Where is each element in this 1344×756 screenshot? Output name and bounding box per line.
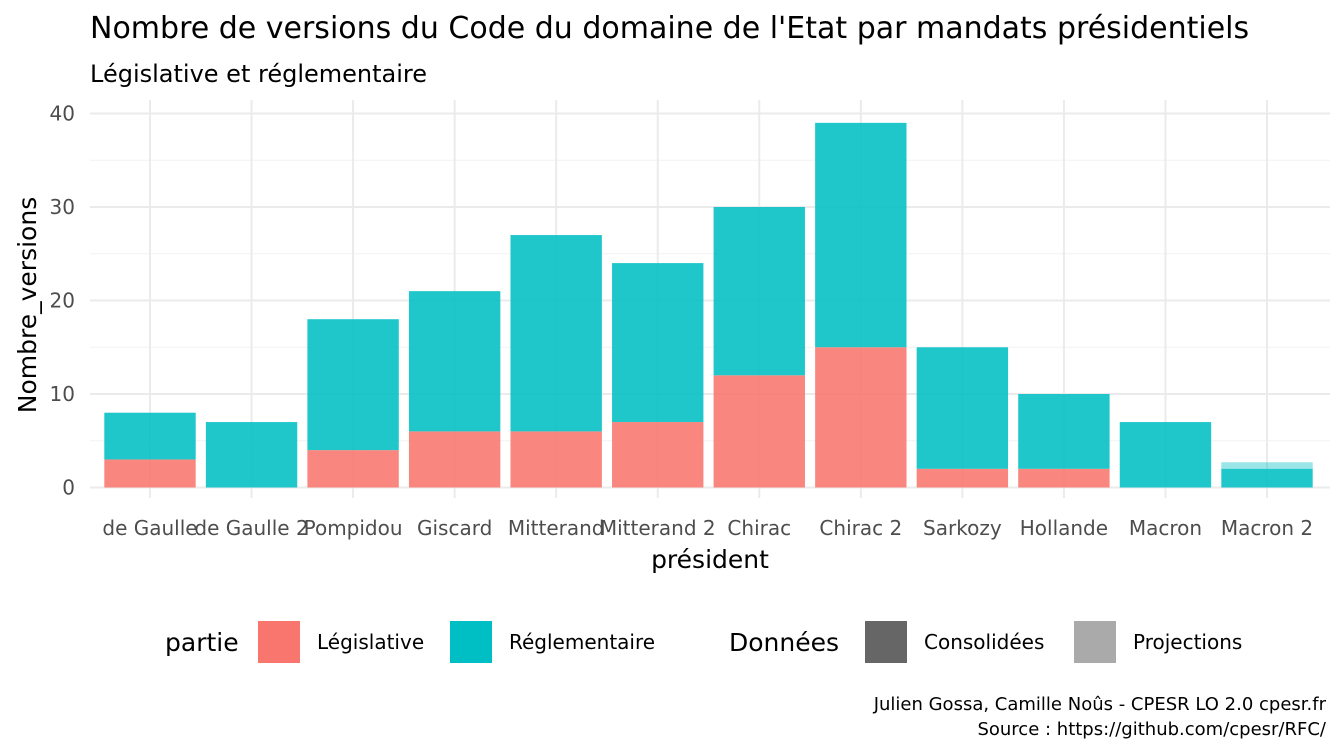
bar-segment-lgislative	[510, 431, 602, 488]
bar-segment-rglementaire	[1221, 468, 1313, 488]
y-tick-label: 30	[50, 195, 75, 219]
y-axis-title: Nombre_versions	[13, 197, 42, 413]
legend-label-projections: Projections	[1133, 630, 1242, 654]
y-tick-label: 0	[62, 476, 75, 500]
bar-segment-lgislative	[916, 468, 1009, 488]
bars	[104, 122, 1313, 488]
y-tick-label: 40	[50, 102, 75, 126]
x-axis-title: président	[651, 545, 769, 574]
legend-swatch-legislative	[258, 621, 300, 663]
chart-subtitle: Législative et réglementaire	[90, 60, 427, 88]
legend-title-partie: partie	[165, 628, 239, 657]
legend-swatch-reglementaire	[450, 621, 492, 663]
legend-label-legislative: Législative	[317, 630, 424, 654]
legend-title-donnees: Données	[729, 628, 839, 657]
caption-line-2: Source : https://github.com/cpesr/RFC/	[977, 719, 1326, 740]
bar-segment-lgislative	[713, 375, 805, 488]
x-tick-label: Hollande	[1020, 516, 1108, 540]
chart-title: Nombre de versions du Code du domaine de…	[90, 11, 1249, 46]
bar-segment-rglementaire	[510, 235, 602, 432]
x-tick-label: de Gaulle 2	[194, 516, 308, 540]
bar-segment-lgislative	[104, 459, 196, 488]
x-tick-label: Mitterand	[508, 516, 605, 540]
x-tick-label: Sarkozy	[923, 516, 1002, 540]
legend-swatch-consolidees	[865, 621, 907, 663]
bar-segment-lgislative	[307, 450, 399, 488]
legend-label-reglementaire: Réglementaire	[509, 630, 655, 654]
x-tick-label: Macron 2	[1221, 516, 1313, 540]
legend: partie Législative Réglementaire Données…	[165, 621, 1242, 663]
x-tick-label: de Gaulle	[102, 516, 197, 540]
x-tick-label: Macron	[1129, 516, 1202, 540]
y-tick-label: 10	[50, 382, 75, 406]
x-tick-label: Mitterand 2	[600, 516, 716, 540]
bar-segment-rglementaire	[815, 122, 907, 348]
legend-label-consolidees: Consolidées	[924, 630, 1044, 654]
bar-segment-lgislative	[408, 431, 501, 488]
bar-segment-rglementaire	[1119, 422, 1212, 488]
bar-segment-rglementaire	[916, 347, 1009, 469]
bar-segment-rglementaire	[408, 291, 501, 432]
bar-segment-rglementaire	[612, 263, 704, 423]
legend-swatch-projections	[1074, 621, 1116, 663]
bar-segment-lgislative	[1018, 468, 1110, 488]
x-tick-label: Chirac 2	[819, 516, 902, 540]
bar-segment-rglementaire	[307, 319, 399, 451]
x-tick-label: Chirac	[727, 516, 791, 540]
bar-segment-rglementaire	[713, 207, 805, 376]
y-tick-label: 20	[50, 289, 75, 313]
bar-segment-projection	[1221, 462, 1313, 469]
bar-segment-rglementaire	[1018, 394, 1110, 469]
x-tick-label: Pompidou	[304, 516, 403, 540]
bar-segment-lgislative	[815, 347, 907, 488]
bar-segment-rglementaire	[104, 412, 196, 460]
bar-segment-rglementaire	[205, 422, 298, 488]
bar-segment-lgislative	[612, 422, 704, 488]
caption-line-1: Julien Gossa, Camille Noûs - CPESR LO 2.…	[873, 694, 1327, 715]
x-tick-label: Giscard	[417, 516, 492, 540]
